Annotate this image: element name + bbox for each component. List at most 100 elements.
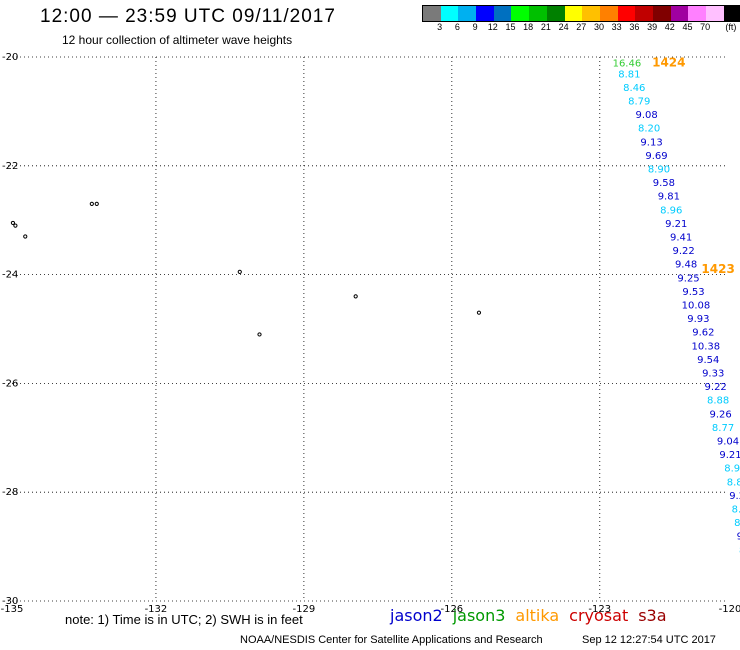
colorbar-swatch <box>706 6 724 21</box>
colorbar-swatch <box>617 6 636 21</box>
colorbar-tick-label: 3 <box>437 22 443 32</box>
legend-item-cryosat: cryosat <box>569 606 629 625</box>
wave-height-label: 9.26 <box>709 409 731 420</box>
colorbar-tick-label: 70 <box>700 22 711 32</box>
legend-item-s3a: s3a <box>638 606 667 625</box>
wave-height-label: 16.46 <box>613 58 642 69</box>
colorbar-tick-label: (ft) <box>725 22 737 32</box>
wave-height-label: 9.22 <box>672 246 694 257</box>
x-tick-label: -126 <box>440 604 463 615</box>
colorbar-swatch <box>564 6 583 21</box>
colorbar-swatch <box>652 6 671 21</box>
wave-height-label: 9.81 <box>658 192 680 203</box>
colorbar-swatch <box>529 6 547 21</box>
wave-height-label: 9.13 <box>640 137 662 148</box>
wave-height-label: 9.25 <box>677 273 699 284</box>
wave-height-label: 9.41 <box>670 233 692 244</box>
colorbar-tick-label: 24 <box>558 22 569 32</box>
y-tick-label: -28 <box>2 487 18 498</box>
x-tick-label: -135 <box>1 604 24 615</box>
timestamp: Sep 12 12:27:54 UTC 2017 <box>582 634 716 646</box>
colorbar-swatch <box>476 6 494 21</box>
colorbar-tick-label: 6 <box>454 22 460 32</box>
island-marker <box>237 269 242 274</box>
wave-height-label: 8.96 <box>660 205 682 216</box>
x-tick-label: -132 <box>145 604 168 615</box>
colorbar-tick-label: 45 <box>682 22 693 32</box>
wave-height-label: 8.90 <box>648 165 670 176</box>
wave-height-label: 8.77 <box>712 423 734 434</box>
island-marker <box>10 220 16 226</box>
island-marker <box>89 201 94 206</box>
wave-height-label: 8.46 <box>623 83 645 94</box>
wave-height-label: 9.48 <box>675 260 697 271</box>
page-title: 12:00 — 23:59 UTC 09/11/2017 <box>40 6 336 27</box>
wave-height-label: 9.33 <box>702 369 724 380</box>
wave-height-label: 9.93 <box>687 314 709 325</box>
wave-height-label: 9.21 <box>729 491 740 502</box>
wave-height-label: 9.08 <box>635 110 657 121</box>
x-tick-label: -123 <box>588 604 611 615</box>
colorbar-swatch <box>493 6 512 21</box>
footer-note: note: 1) Time is in UTC; 2) SWH is in fe… <box>65 612 303 627</box>
y-tick-label: -26 <box>2 378 18 389</box>
colorbar-tick-label: 36 <box>629 22 640 32</box>
wave-height-label: 8.88 <box>707 396 729 407</box>
colorbar-tick-label: 18 <box>523 22 534 32</box>
colorbar-swatch <box>511 6 530 21</box>
wave-height-label: 8.20 <box>638 124 660 135</box>
legend-item-altika: altika <box>515 606 560 625</box>
island-marker <box>476 310 482 315</box>
wave-height-label: 8.79 <box>628 97 650 108</box>
wave-height-label: 10.08 <box>682 301 711 312</box>
colorbar-tick-label: 15 <box>505 22 516 32</box>
pass-time-label: 1423 <box>701 262 734 276</box>
colorbar-swatch <box>546 6 565 21</box>
wave-height-label: 9.21 <box>719 450 740 461</box>
island-marker <box>23 234 28 239</box>
satellite-legend: jason2 jason3 altika cryosat s3a <box>390 606 667 625</box>
colorbar-tick-label: 42 <box>664 22 675 32</box>
wave-height-label: 8.84 <box>732 505 740 516</box>
colorbar-swatch <box>582 6 600 21</box>
y-tick-label: -22 <box>2 161 18 172</box>
wave-height-label: 10.38 <box>691 341 720 352</box>
wave-height-label: 9.17 <box>737 532 740 543</box>
colorbar-swatch <box>423 6 441 21</box>
colorbar-swatch <box>688 6 706 21</box>
wave-height-label: 9.22 <box>705 382 727 393</box>
x-tick-label: -120 <box>719 604 740 615</box>
colorbar-swatch <box>635 6 653 21</box>
legend-item-jason2: jason2 <box>390 606 443 625</box>
island-marker <box>13 223 18 228</box>
colorbar-swatch <box>723 6 740 21</box>
wave-height-label: 8.87 <box>727 477 740 488</box>
wave-height-label: 9.58 <box>653 178 675 189</box>
wave-height-label: 9.21 <box>665 219 687 230</box>
colorbar-swatch <box>670 6 689 21</box>
colorbar-tick-label: 30 <box>593 22 605 32</box>
x-tick-label: -129 <box>293 604 316 615</box>
y-tick-label: -20 <box>2 52 18 63</box>
legend-item-jason3: jason3 <box>452 606 506 625</box>
colorbar-swatch <box>458 6 477 21</box>
colorbar-tick-label: 21 <box>540 22 551 32</box>
wave-height-label: 8.57 <box>734 518 740 529</box>
wave-height-label: 9.04 <box>717 437 739 448</box>
y-tick-label: -24 <box>2 270 18 281</box>
colorbar-tick-label: 33 <box>611 22 622 32</box>
colorbar-ticks: 3 6 9 12 15 18 21 24 27 30 33 36 39 42 45 70 (ft) <box>422 22 736 34</box>
page-subtitle: 12 hour collection of altimeter wave hei… <box>62 33 293 47</box>
colorbar-tick-label: 12 <box>487 22 498 32</box>
colorbar-tick-label: 27 <box>576 22 587 32</box>
wave-height-label: 8.81 <box>618 69 640 80</box>
y-tick-label: -30 <box>2 596 18 607</box>
colorbar-swatch <box>599 6 618 21</box>
wave-height-label: 9.69 <box>645 151 667 162</box>
colorbar <box>422 5 740 22</box>
island-marker <box>353 294 358 299</box>
colorbar-tick-label: 39 <box>647 22 658 32</box>
island-marker <box>257 332 262 337</box>
colorbar-tick-label: 9 <box>472 22 478 32</box>
